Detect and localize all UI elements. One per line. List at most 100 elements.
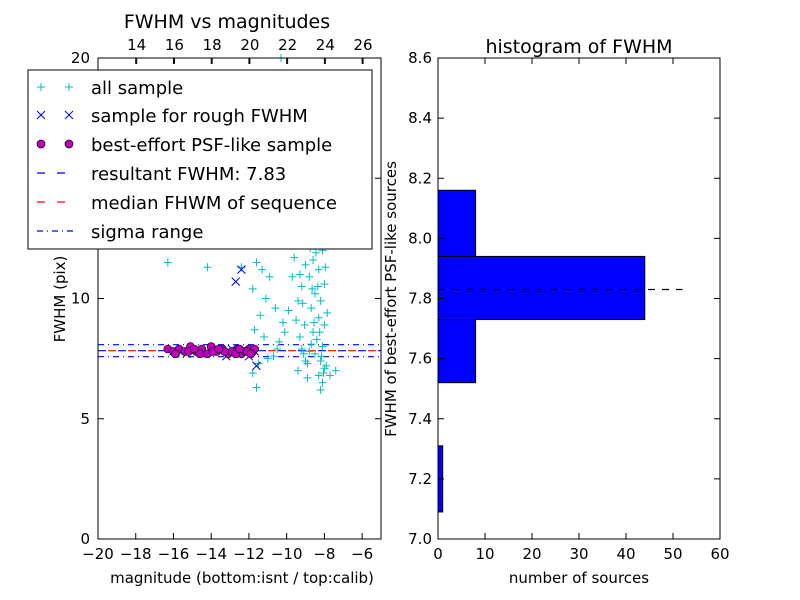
all-sample-point	[280, 328, 289, 337]
x-tick-label: 30	[569, 545, 588, 563]
scatter-top-ticks: 14 16 18 20 22 24 26	[127, 36, 373, 64]
y-tick-label: 7.4	[408, 410, 432, 428]
histogram-bar	[437, 319, 477, 384]
all-sample-point	[318, 342, 327, 351]
best-sample-point	[189, 344, 199, 354]
all-sample-point	[301, 260, 310, 269]
x-tick-label: −20	[82, 545, 114, 563]
all-sample-point	[265, 272, 274, 281]
top-x-tick-label: 24	[316, 36, 335, 54]
scatter-bottom-ticks: −20 −18 −16 −14 −12 −10 −8 −6	[82, 58, 373, 563]
histogram-bars	[437, 189, 646, 513]
all-sample-point	[297, 345, 306, 354]
legend-label-sigma: sigma range	[91, 222, 203, 243]
top-x-tick-label: 18	[203, 36, 222, 54]
all-sample-point	[310, 289, 319, 298]
all-sample-point	[256, 311, 265, 320]
all-sample-point	[326, 371, 335, 380]
rough-sample-point	[252, 361, 261, 371]
scatter-axes-frame	[97, 57, 382, 540]
legend-entry-rough-sample: sample for rough FWHM	[36, 106, 308, 127]
top-x-tick-label: 26	[354, 36, 373, 54]
y-tick-label: 8.0	[408, 229, 432, 247]
y-tick-label: 20	[71, 49, 90, 67]
all-sample-point	[323, 308, 332, 317]
all-sample-point	[300, 320, 309, 329]
all-sample-point	[297, 282, 306, 291]
x-tick-label: −16	[158, 545, 190, 563]
legend-entry-best-sample: best-effort PSF-like sample	[36, 135, 332, 156]
all-sample-point	[303, 359, 312, 368]
all-sample-point	[316, 296, 325, 305]
all-sample-point	[314, 265, 323, 274]
y-tick-label: 8.2	[408, 169, 432, 187]
legend-entry-median: median FHWM of sequence	[37, 193, 337, 214]
cross-b	[231, 277, 241, 287]
x-tick-label: 40	[616, 545, 635, 563]
all-sample-point	[278, 318, 287, 327]
all-sample-point	[309, 256, 318, 265]
all-sample-point	[314, 371, 323, 380]
legend-label-all-sample: all sample	[91, 78, 183, 99]
histogram-xlabel: number of sources	[509, 569, 649, 587]
legend-marker-x	[36, 110, 74, 120]
legend-marker-plus	[37, 83, 73, 91]
best-sample-point	[195, 349, 205, 359]
all-sample-point	[315, 328, 324, 337]
all-sample-point	[320, 320, 329, 329]
scatter-title: FWHM vs magnitudes	[124, 11, 330, 33]
y-tick-label: 0	[80, 530, 90, 548]
rough-sample-point	[237, 265, 246, 274]
all-sample-point	[271, 304, 280, 313]
all-sample-point	[305, 272, 314, 281]
all-sample-point	[295, 270, 304, 279]
legend-entry-resultant: resultant FWHM: 7.83	[37, 164, 286, 185]
legend-marker-circle	[36, 139, 74, 149]
all-sample-point	[284, 306, 293, 315]
all-sample-point	[290, 253, 299, 262]
all-sample-point	[260, 332, 269, 341]
all-sample-point	[311, 248, 320, 257]
legend-label-median: median FHWM of sequence	[91, 193, 337, 214]
all-sample-point	[258, 265, 267, 274]
all-sample-point	[275, 337, 284, 346]
x-tick-label: −10	[271, 545, 303, 563]
histogram-bar	[437, 255, 646, 321]
all-sample-point	[322, 361, 331, 370]
y-tick-label: 5	[80, 410, 90, 428]
y-tick-label: 10	[71, 290, 90, 308]
y-tick-label: 7.8	[408, 290, 432, 308]
legend-box	[27, 69, 373, 250]
x-tick-label: −14	[195, 545, 227, 563]
histogram-title: histogram of FWHM	[485, 36, 672, 58]
all-sample-point	[248, 369, 257, 378]
all-sample-point	[269, 352, 278, 361]
all-sample-point	[308, 284, 317, 293]
cross-b	[237, 265, 246, 274]
all-sample-point	[303, 373, 312, 382]
x-tick-label: 20	[522, 545, 541, 563]
top-x-tick-label: 14	[127, 36, 146, 54]
all-sample-point	[163, 258, 172, 267]
all-sample-point	[261, 294, 270, 303]
all-sample-point	[317, 352, 326, 361]
x-tick-label: 10	[475, 545, 494, 563]
legend-label-rough-sample: sample for rough FWHM	[91, 106, 308, 127]
scatter-panel: FWHM vs magnitudes 14 16 18 20 22 24 26 −20 −18…	[27, 11, 382, 587]
all-sample-point	[248, 284, 257, 293]
all-sample-point	[313, 282, 322, 291]
all-sample-point	[321, 263, 330, 272]
top-x-tick-label: 22	[278, 36, 297, 54]
histogram-axes-frame	[437, 57, 721, 540]
all-sample-point	[295, 332, 304, 341]
all-sample-point	[307, 340, 316, 349]
all-sample-point	[319, 369, 328, 378]
all-sample-point	[312, 335, 321, 344]
all-sample-point	[318, 378, 327, 387]
all-sample-point	[331, 366, 340, 375]
all-sample-point	[307, 304, 316, 313]
all-sample-point	[298, 299, 307, 308]
legend-label-best-sample: best-effort PSF-like sample	[91, 135, 332, 156]
x-tick-label: −12	[233, 545, 265, 563]
